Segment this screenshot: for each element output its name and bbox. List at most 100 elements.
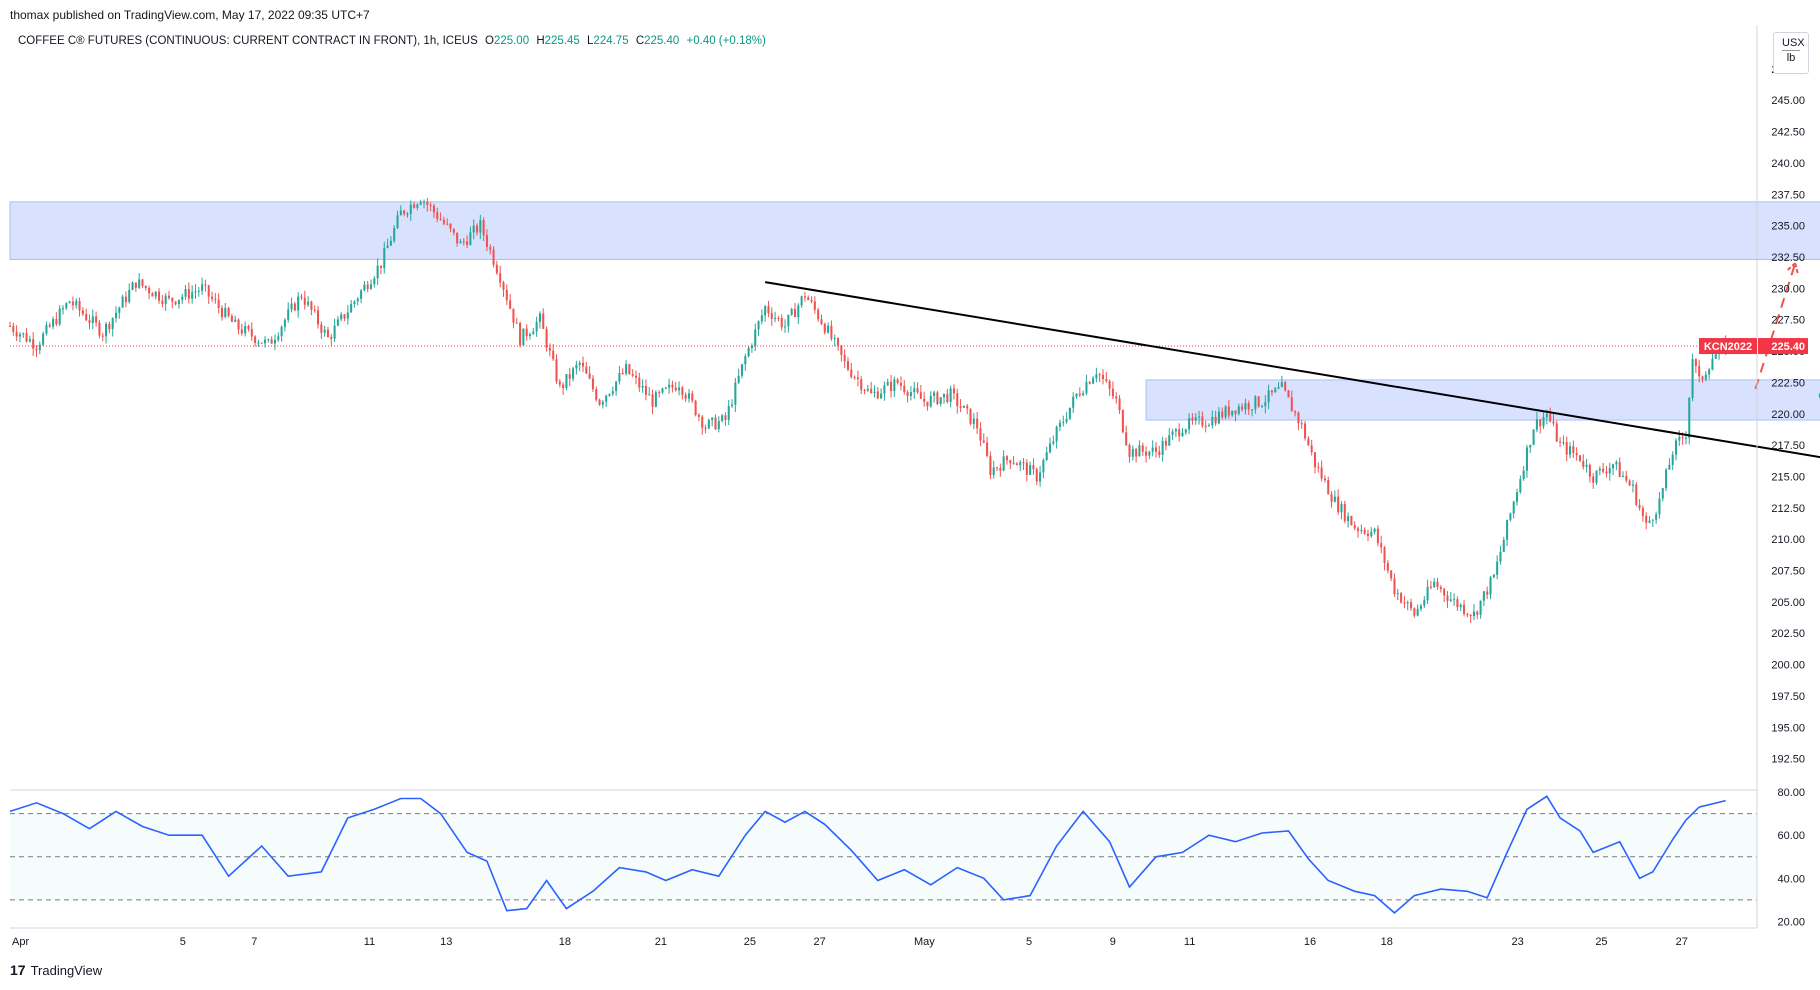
candle-body	[1413, 608, 1416, 616]
candle-body	[1496, 561, 1499, 575]
candle-body	[1347, 516, 1350, 521]
candle-body	[369, 284, 373, 289]
candle-body	[171, 297, 174, 302]
candle-body	[631, 374, 634, 376]
candle-body	[492, 249, 495, 265]
candle-body	[1598, 468, 1601, 471]
candle-body	[1065, 418, 1068, 422]
change-value: +0.40 (+0.18%)	[686, 35, 766, 47]
candle-body	[121, 296, 124, 308]
candle-body	[575, 364, 578, 369]
candle-body	[601, 401, 604, 405]
candle-body	[442, 219, 445, 224]
open-label: O	[484, 35, 494, 47]
candle-body	[1151, 447, 1154, 452]
candle-body	[128, 289, 131, 302]
candle-body	[413, 204, 416, 208]
candle-body	[1317, 467, 1320, 469]
candle-body	[1704, 374, 1707, 380]
candle-body	[502, 282, 505, 290]
candle-body	[1453, 599, 1456, 601]
candle-body	[1714, 354, 1717, 359]
candle-body	[1631, 484, 1634, 486]
candle-body	[830, 325, 833, 339]
time-tick-label: 18	[559, 936, 571, 948]
candle-body	[1605, 471, 1608, 474]
symbol-title[interactable]: COFFEE C® FUTURES (CONTINUOUS: CURRENT C…	[18, 35, 478, 47]
candle-body	[1532, 429, 1535, 445]
candle-body	[204, 284, 207, 286]
candle-body	[459, 241, 462, 244]
candle-body	[1115, 396, 1118, 399]
candle-body	[1231, 410, 1234, 416]
projection-arrow-head	[1786, 262, 1796, 272]
candle-body	[916, 388, 919, 393]
candle-body	[1098, 374, 1101, 376]
candle-body	[78, 300, 81, 311]
candle-body	[942, 393, 946, 398]
candle-body	[664, 387, 667, 389]
candle-body	[409, 204, 412, 214]
price-tick-label: 207.50	[1771, 566, 1805, 578]
candle-body	[893, 379, 896, 392]
candle-body	[1701, 376, 1704, 380]
rsi-tick-label: 60.00	[1777, 830, 1805, 842]
candle-body	[293, 303, 296, 311]
candle-body	[379, 265, 382, 268]
candle-body	[452, 228, 455, 233]
candle-body	[744, 356, 747, 365]
candle-body	[187, 289, 190, 299]
candle-body	[1025, 462, 1028, 475]
candle-body	[217, 299, 220, 308]
candle-body	[598, 399, 601, 405]
candle-body	[1549, 413, 1552, 422]
candle-body	[197, 290, 200, 292]
candle-body	[224, 307, 227, 318]
candle-body	[346, 312, 349, 319]
candle-body	[883, 385, 886, 394]
candle-body	[1035, 469, 1038, 482]
candle-body	[396, 215, 399, 229]
candle-body	[482, 220, 485, 236]
candle-body	[545, 328, 548, 348]
candle-body	[797, 305, 800, 317]
candle-body	[472, 225, 475, 233]
unit-selector[interactable]: USX lb	[1773, 32, 1809, 74]
candle-body	[1499, 551, 1502, 562]
candle-body	[995, 467, 999, 469]
candle-body	[548, 347, 551, 351]
candle-body	[1045, 452, 1048, 461]
candle-body	[1665, 469, 1668, 489]
candle-body	[230, 316, 233, 322]
candle-body	[138, 279, 141, 288]
candle-body	[1360, 529, 1363, 531]
candle-body	[989, 455, 992, 476]
candle-body	[661, 388, 664, 393]
time-tick-label: 27	[1676, 936, 1688, 948]
candle-body	[95, 316, 98, 323]
candle-body	[956, 393, 959, 407]
candle-body	[1214, 416, 1217, 424]
candle-body	[1304, 423, 1307, 439]
candle-body	[1260, 406, 1264, 408]
candle-body	[1048, 443, 1052, 453]
candle-body	[1492, 574, 1495, 578]
candle-body	[572, 368, 575, 379]
candle-body	[1403, 602, 1406, 604]
candle-body	[1184, 429, 1187, 433]
candle-body	[780, 318, 783, 328]
candle-body	[363, 284, 366, 291]
candle-body	[85, 314, 88, 321]
candle-body	[1191, 418, 1194, 421]
candle-body	[581, 362, 585, 367]
candle-body	[1307, 438, 1310, 446]
candle-body	[866, 388, 869, 391]
candle-body	[326, 329, 329, 338]
candle-body	[1463, 604, 1466, 614]
candle-body	[1198, 416, 1201, 418]
candle-body	[1698, 366, 1701, 377]
rsi-tick-label: 40.00	[1777, 873, 1805, 885]
candle-body	[1168, 435, 1171, 446]
candle-body	[1608, 468, 1611, 474]
